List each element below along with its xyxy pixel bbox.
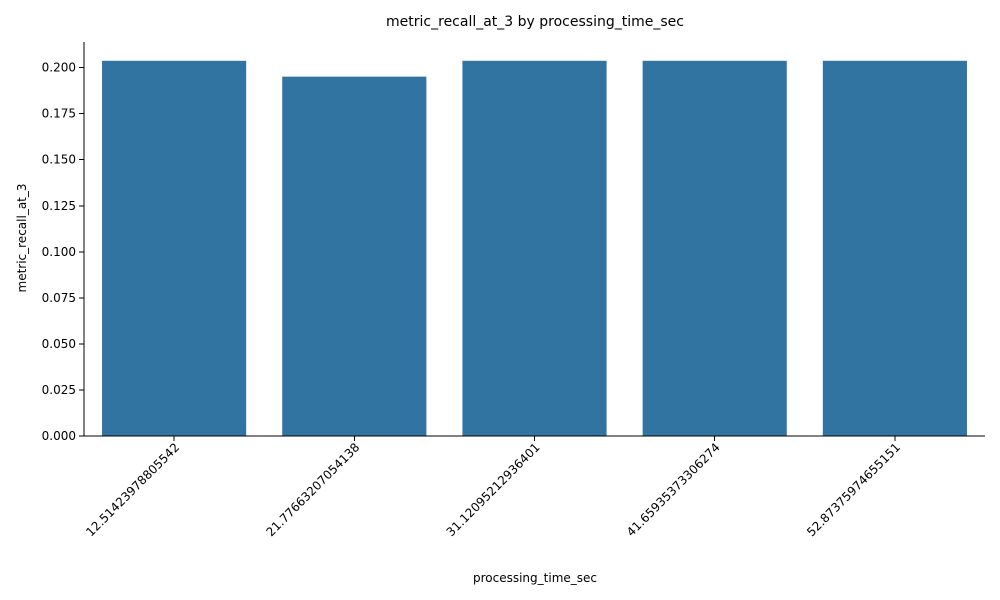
y-tick-label: 0.000 <box>42 429 76 443</box>
y-tick-label: 0.075 <box>42 291 76 305</box>
bar-5 <box>822 60 967 436</box>
y-tick-label: 0.175 <box>42 107 76 121</box>
bar-1 <box>102 60 247 436</box>
y-tick-label: 0.200 <box>42 61 76 75</box>
y-ticks-group: 0.000 0.025 0.050 0.075 0.100 0.125 0.150 0.175… <box>42 61 84 443</box>
x-axis-label: processing_time_sec <box>473 571 597 585</box>
bar-2 <box>282 76 427 436</box>
y-tick-label: 0.050 <box>42 337 76 351</box>
y-tick-label: 0.125 <box>42 199 76 213</box>
y-tick-label: 0.100 <box>42 245 76 259</box>
bar-3 <box>462 60 607 436</box>
y-tick-label: 0.025 <box>42 383 76 397</box>
y-tick-label: 0.150 <box>42 153 76 167</box>
y-axis-label: metric_recall_at_3 <box>15 183 29 292</box>
chart-title: metric_recall_at_3 by processing_time_se… <box>386 14 684 30</box>
bars-group <box>102 60 967 436</box>
bar-4 <box>642 60 787 436</box>
